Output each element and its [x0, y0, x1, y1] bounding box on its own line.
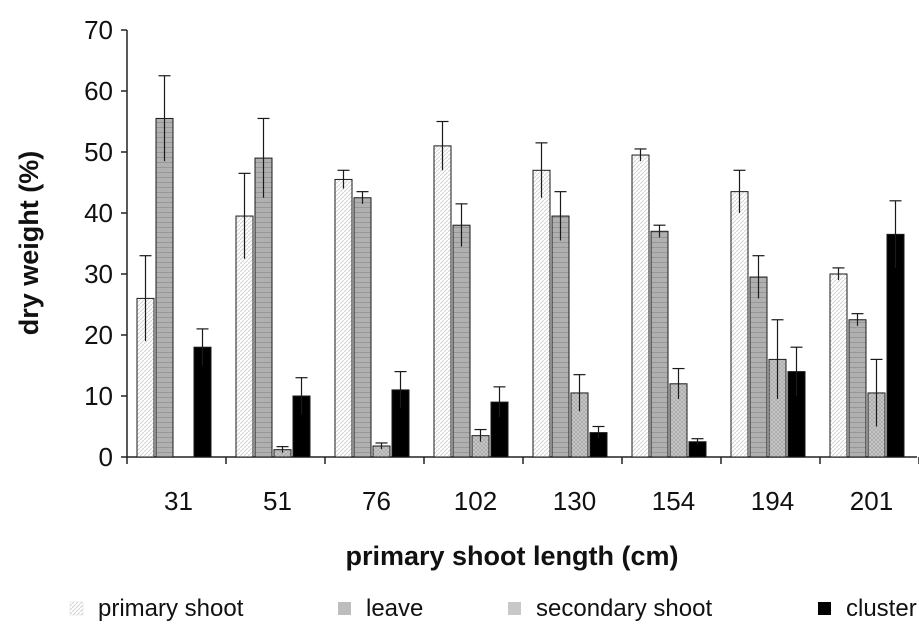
x-tick-label: 51: [263, 486, 292, 516]
y-tick-label: 50: [84, 137, 113, 167]
bar-leave: [452, 224, 471, 458]
x-tick-label: 201: [850, 486, 893, 516]
x-axis: 31 51 76 102 130 154 194 201: [126, 456, 919, 516]
error-bars: [139, 75, 902, 453]
y-axis: 0 10 20 30 40 50 60 70: [84, 15, 128, 472]
legend-label-primary-shoot: primary shoot: [98, 595, 244, 622]
bar-leave: [551, 215, 570, 458]
y-axis-title: dry weight (%): [14, 151, 44, 336]
y-tick-label: 60: [84, 76, 113, 106]
legend-label-leave: leave: [366, 595, 423, 622]
y-tick-label: 40: [84, 198, 113, 228]
legend-swatch-secondary-shoot: [508, 602, 521, 615]
x-tick-label: 130: [553, 486, 596, 516]
legend-swatch-primary-shoot: [69, 601, 84, 616]
bar-leave: [155, 117, 174, 458]
x-tick-label: 194: [751, 486, 794, 516]
bar-primary-shoot: [631, 154, 650, 458]
bars: [136, 117, 905, 458]
bar-leave: [353, 197, 372, 458]
bar-leave: [650, 230, 669, 458]
x-tick-label: 102: [454, 486, 497, 516]
x-tick-label: 31: [164, 486, 193, 516]
y-tick-label: 10: [84, 381, 113, 411]
y-tick-label: 20: [84, 320, 113, 350]
bar-primary-shoot: [532, 169, 551, 458]
bar-primary-shoot: [730, 191, 749, 458]
legend: primary shoot leave secondary shoot cluster: [69, 595, 917, 622]
bar-leave: [749, 276, 768, 458]
x-tick-label: 76: [362, 486, 391, 516]
x-axis-title: primary shoot length (cm): [345, 541, 678, 571]
legend-swatch-cluster: [818, 602, 831, 615]
bar-primary-shoot: [433, 145, 452, 458]
y-tick-label: 30: [84, 259, 113, 289]
legend-label-secondary-shoot: secondary shoot: [536, 595, 712, 622]
legend-label-cluster: cluster: [846, 595, 917, 622]
bar-leave: [848, 319, 867, 458]
y-tick-label: 70: [84, 15, 113, 45]
bar-primary-shoot: [829, 273, 848, 458]
bar-primary-shoot: [334, 178, 353, 458]
bar-leave: [254, 157, 273, 458]
legend-swatch-leave: [338, 602, 351, 615]
x-tick-label: 154: [652, 486, 695, 516]
y-tick-label: 0: [99, 442, 113, 472]
